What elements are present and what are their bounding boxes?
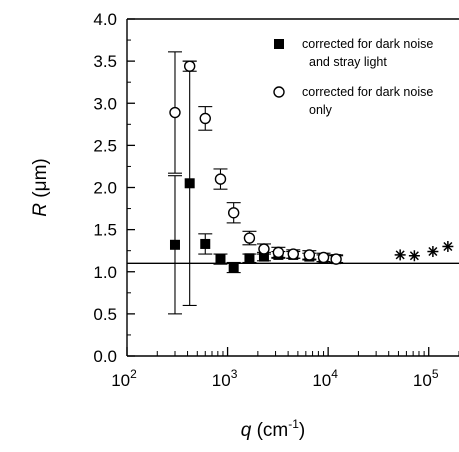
- series-asterisk: [394, 240, 454, 262]
- y-tick-label: 3.5: [93, 52, 117, 71]
- x-tick-label: 103: [212, 367, 238, 390]
- asterisk-marker: [394, 249, 406, 261]
- y-tick-label: 2.5: [93, 136, 117, 155]
- y-tick-label: 2.0: [93, 179, 117, 198]
- legend-label: only: [309, 103, 333, 117]
- filled-square-marker: [274, 39, 284, 49]
- filled-square-marker: [215, 254, 226, 265]
- x-axis-label-symbol: q: [241, 420, 252, 441]
- open-circle-marker: [258, 243, 270, 255]
- x-axis-label-unit: (cm: [251, 420, 288, 441]
- asterisk-stroke: [395, 250, 405, 260]
- open-circle-marker: [303, 249, 316, 261]
- legend-label: corrected for dark noise: [302, 85, 433, 99]
- asterisk-marker: [408, 250, 420, 262]
- x-tick-base: 10: [312, 371, 331, 390]
- x-tick-label: 105: [413, 367, 439, 390]
- series-filled-square: [167, 60, 344, 315]
- y-tick-label: 3.0: [93, 94, 117, 113]
- filled-square-marker: [244, 253, 255, 264]
- filled-square-marker: [228, 262, 239, 273]
- y-tick-label: 0.0: [93, 347, 117, 366]
- asterisk-stroke: [428, 246, 438, 257]
- open-circle-marker: [272, 246, 285, 259]
- y-tick-label: 4.0: [93, 10, 117, 29]
- filled-square-marker: [200, 238, 211, 249]
- x-tick-exponent: 4: [331, 367, 338, 381]
- open-circle-marker: [183, 60, 196, 72]
- open-circle-marker: [317, 251, 330, 264]
- legend: corrected for dark noise and stray light c…: [273, 37, 433, 117]
- x-tick-label: 102: [111, 367, 137, 390]
- open-circle-marker: [330, 253, 342, 265]
- x-tick-exponent: 5: [432, 367, 439, 381]
- filled-square-marker: [258, 251, 269, 262]
- asterisk-stroke: [443, 241, 453, 252]
- data-layer: [167, 51, 454, 315]
- open-circle-marker: [169, 106, 181, 119]
- y-tick-label: 1.5: [93, 221, 117, 240]
- open-circle-marker: [227, 207, 240, 219]
- x-tick-base: 10: [212, 371, 231, 390]
- series-open-circle: [167, 51, 344, 265]
- x-tick-label: 104: [312, 367, 338, 390]
- asterisk-stroke: [409, 251, 419, 261]
- y-axis-label: R (μm): [30, 158, 51, 216]
- open-circle-marker: [287, 248, 299, 260]
- filled-square-marker: [184, 178, 195, 189]
- open-circle-marker: [199, 112, 211, 125]
- x-tick-exponent: 3: [231, 367, 238, 381]
- y-axis-label-unit: (μm): [30, 158, 51, 203]
- x-axis-label-exponent: -1: [288, 417, 299, 431]
- asterisk-marker: [442, 240, 454, 252]
- x-tick-base: 10: [111, 371, 130, 390]
- x-axis-label: q (cm-1): [241, 417, 306, 441]
- x-tick-exponent: 2: [130, 367, 137, 381]
- open-circle-marker: [243, 232, 256, 244]
- open-circle-marker: [214, 173, 227, 185]
- filled-square-marker: [169, 239, 180, 250]
- x-axis-label-close: ): [299, 420, 305, 441]
- y-tick-label: 1.0: [93, 263, 117, 282]
- legend-label: and stray light: [309, 55, 387, 69]
- legend-label: corrected for dark noise: [302, 37, 433, 51]
- x-tick-base: 10: [413, 371, 432, 390]
- asterisk-marker: [427, 246, 439, 258]
- y-tick-label: 0.5: [93, 305, 117, 324]
- open-circle-marker: [273, 86, 285, 98]
- y-axis-label-symbol: R: [30, 203, 51, 217]
